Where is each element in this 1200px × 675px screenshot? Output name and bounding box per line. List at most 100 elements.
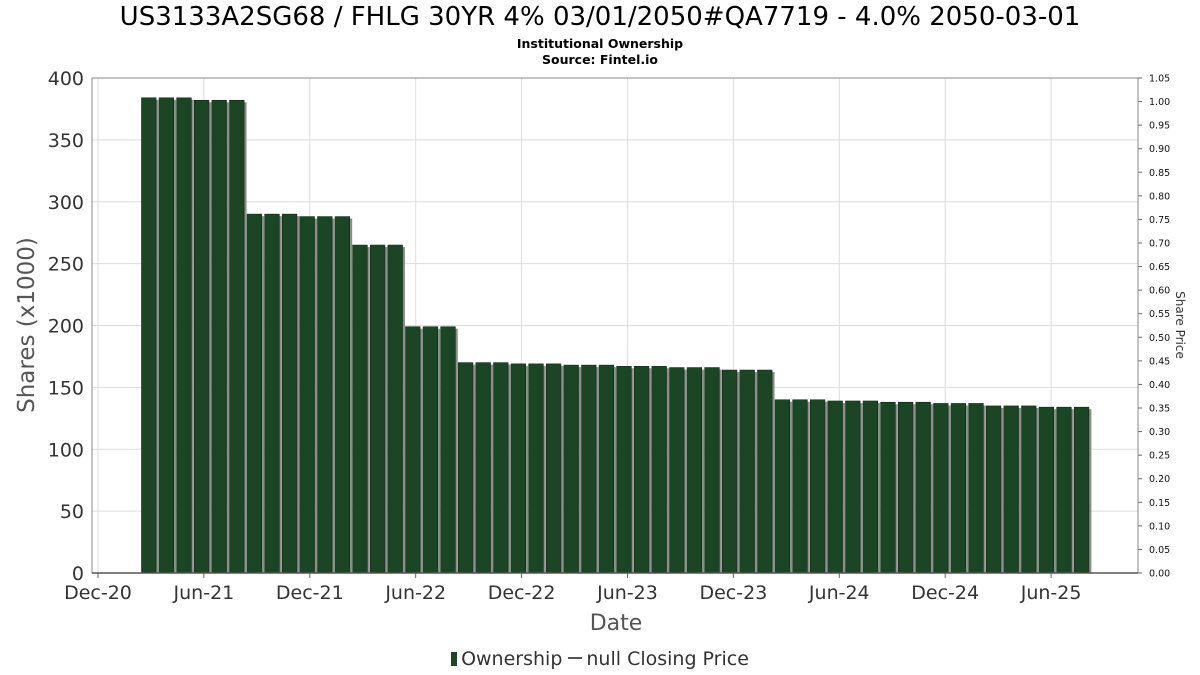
ownership-bar: [686, 367, 702, 574]
chart-title: US3133A2SG68 / FHLG 30YR 4% 03/01/2050#Q…: [119, 2, 1081, 32]
legend: Ownership null Closing Price: [0, 648, 1200, 670]
ownership-bar: [933, 403, 949, 574]
x-tick-label: Dec-20: [64, 582, 132, 604]
ownership-bar: [845, 400, 861, 574]
y2-axis-label: Share Price: [1173, 291, 1187, 359]
ownership-bar: [704, 367, 720, 574]
x-tick-label: Jun-21: [173, 582, 235, 604]
chart-subtitle: Institutional Ownership: [516, 36, 684, 51]
legend-ownership: Ownership: [461, 648, 563, 670]
y2-tick-label: 0.35: [1149, 404, 1170, 415]
ownership-bar: [633, 366, 650, 574]
y2-tick-label: 0.30: [1149, 427, 1170, 438]
x-tick-label: Jun-25: [1020, 582, 1082, 604]
y-tick-label: 300: [48, 192, 84, 214]
y2-tick-label: 0.95: [1149, 121, 1170, 132]
y2-tick-label: 0.90: [1149, 144, 1170, 155]
y2-tick-label: 1.05: [1149, 74, 1170, 85]
ownership-bar: [968, 403, 984, 574]
y2-tick-label: 0.45: [1149, 356, 1170, 367]
ownership-bar: [211, 99, 227, 574]
chart-source: Source: Fintel.io: [542, 52, 658, 67]
y-tick-label: 100: [48, 439, 84, 461]
ownership-bar: [739, 369, 755, 574]
y2-tick-label: 0.55: [1149, 309, 1170, 320]
bar-series: [141, 97, 1092, 574]
y2-tick-label: 0.75: [1149, 215, 1170, 226]
y2-tick-label: 1.00: [1149, 97, 1170, 108]
ownership-bar: [581, 364, 597, 574]
ownership-bar: [669, 367, 685, 574]
ownership-bar: [1003, 405, 1019, 574]
ownership-bar: [792, 399, 808, 574]
y2-tick-label: 0.25: [1149, 451, 1170, 462]
x-tick-label: Jun-23: [596, 582, 658, 604]
ownership-bar: [352, 244, 368, 574]
y2-tick-label: 0.00: [1149, 569, 1170, 580]
ownership-bar: [281, 213, 298, 574]
ownership-bar: [950, 403, 966, 574]
ownership-legend-swatch: [451, 652, 458, 666]
y2-tick-label: 0.70: [1149, 239, 1170, 250]
ownership-bar: [598, 364, 614, 574]
ownership-bar: [985, 405, 1002, 574]
ownership-bar: [545, 363, 562, 574]
y2-tick-label: 0.05: [1149, 545, 1170, 556]
ownership-bar: [369, 244, 386, 574]
x-tick-label: Dec-21: [276, 582, 344, 604]
ownership-bar: [264, 213, 280, 574]
ownership-bar: [317, 216, 333, 574]
y-tick-label: 0: [72, 563, 84, 585]
ownership-bar: [158, 97, 175, 574]
x-tick-label: Jun-24: [808, 582, 870, 604]
y2-tick-label: 0.80: [1149, 191, 1170, 202]
ownership-bar: [721, 369, 738, 574]
ownership-bar: [141, 97, 157, 574]
ownership-bar: [194, 99, 210, 574]
ownership-bar: [563, 364, 579, 574]
y2-tick-label: 0.40: [1149, 380, 1170, 391]
y2-tick-label: 0.65: [1149, 262, 1170, 273]
y2-tick-label: 0.85: [1149, 168, 1170, 179]
legend-closing-price: null Closing Price: [586, 648, 749, 670]
ownership-bar: [334, 216, 351, 574]
ownership-bar: [299, 216, 315, 574]
y2-tick-label: 0.20: [1149, 474, 1170, 485]
y-tick-label: 50: [60, 501, 84, 523]
axes: 0 50 100 150 200 250 300 350 400 Dec-20 Jun-21 Dec-…: [48, 68, 1170, 604]
ownership-bar: [387, 244, 403, 574]
ownership-bar: [528, 363, 544, 574]
ownership-bar: [440, 326, 456, 574]
y-tick-label: 350: [48, 130, 84, 152]
ownership-bar: [246, 213, 263, 574]
x-axis-label: Date: [590, 611, 643, 636]
ownership-bar: [1074, 406, 1090, 574]
x-tick-label: Dec-23: [699, 582, 767, 604]
ownership-bar: [405, 326, 421, 574]
ownership-bar: [176, 97, 192, 574]
ownership-bar: [616, 366, 632, 574]
y2-tick-label: 0.15: [1149, 498, 1170, 509]
ownership-bar: [1056, 406, 1072, 574]
ownership-bar: [897, 401, 914, 574]
ownership-bar: [493, 362, 509, 574]
ownership-bar: [827, 400, 843, 574]
y-tick-label: 150: [48, 377, 84, 399]
y-tick-label: 200: [48, 316, 84, 338]
grid-lines: [92, 77, 1138, 574]
x-tick-label: Jun-22: [384, 582, 446, 604]
ownership-bar: [229, 99, 245, 574]
ownership-bar: [880, 401, 896, 574]
ownership-bar: [457, 362, 474, 574]
ownership-bar: [915, 401, 931, 574]
x-tick-label: Dec-24: [911, 582, 979, 604]
y2-tick-label: 0.60: [1149, 286, 1170, 297]
ownership-bar: [422, 326, 439, 574]
ownership-bar: [651, 366, 667, 574]
x-tick-label: Dec-22: [488, 582, 556, 604]
ownership-bar: [862, 400, 878, 574]
y-axis-label: Shares (x1000): [14, 237, 40, 413]
y2-tick-label: 0.50: [1149, 333, 1170, 344]
ownership-bar: [1021, 405, 1037, 574]
